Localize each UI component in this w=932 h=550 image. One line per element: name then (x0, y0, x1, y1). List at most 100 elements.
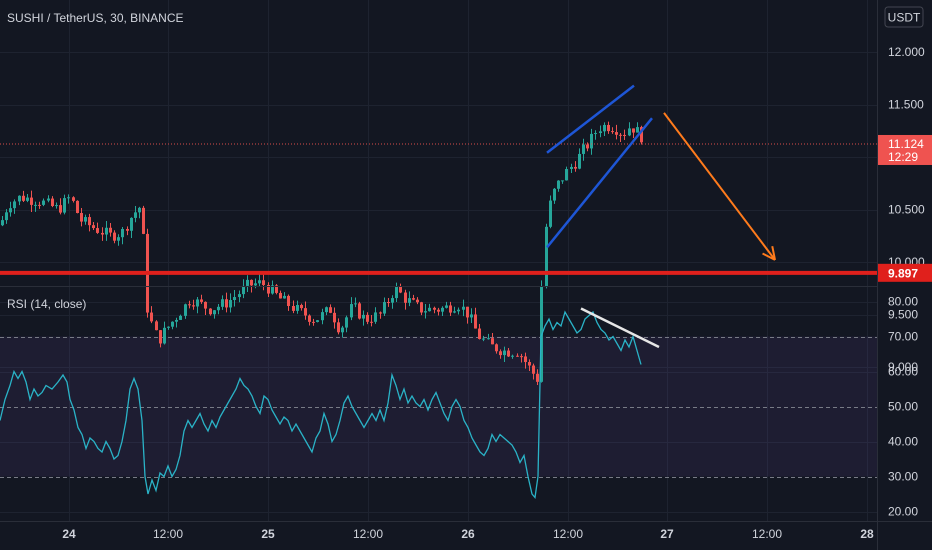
candle-body (449, 305, 452, 313)
current-price-label: 11.124 (888, 137, 924, 151)
price-tick-label: 9.500 (888, 308, 918, 322)
candle-body (96, 228, 99, 233)
symbol-title: SUSHI / TetherUS, 30, BINANCE (7, 11, 184, 25)
candle-body (420, 302, 423, 313)
candlesticks (1, 121, 643, 385)
candle-body (267, 284, 270, 294)
candle-body (433, 307, 436, 310)
candle-body (229, 300, 232, 308)
candle-body (312, 321, 315, 323)
candle-body (92, 225, 95, 229)
candle-body (271, 285, 274, 294)
price-tick-label: 12.000 (888, 45, 925, 59)
candle-body (200, 299, 203, 302)
candle-body (487, 338, 490, 340)
candle-body (503, 350, 506, 356)
rsi-tick-label: 50.00 (888, 400, 918, 414)
countdown-label: 12:29 (888, 150, 918, 164)
candle-body (225, 299, 228, 308)
candle-body (586, 144, 589, 149)
candle-body (623, 134, 626, 136)
candle-body (321, 312, 324, 321)
candle-body (362, 314, 365, 319)
candle-body (204, 301, 207, 309)
candle-body (520, 356, 523, 358)
candle-body (524, 356, 527, 363)
candle-body (441, 307, 444, 312)
candle-body (374, 312, 377, 322)
time-tick-label: 27 (660, 527, 674, 541)
candle-body (105, 227, 108, 235)
candle-body (387, 302, 390, 304)
time-tick-label: 12:00 (153, 527, 183, 541)
candle-body (632, 128, 635, 133)
projection-arrow-head-1 (771, 245, 776, 261)
candle-body (466, 306, 469, 318)
candle-body (590, 133, 593, 149)
candle-body (383, 302, 386, 314)
candle-body (424, 311, 427, 313)
rsi-trend-line (580, 307, 660, 349)
candle-body (640, 127, 643, 143)
price-tick-label: 9.000 (888, 360, 918, 374)
candle-body (209, 308, 212, 315)
candle-body (196, 299, 199, 307)
candle-body (316, 320, 319, 322)
candle-body (130, 217, 133, 231)
candle-body (150, 312, 153, 322)
time-axis[interactable]: 24 12:00 25 12:00 26 12:00 27 12:00 28 (62, 527, 874, 541)
candle-body (453, 311, 456, 313)
candle-body (1, 220, 4, 226)
candle-body (262, 280, 265, 285)
candle-body (404, 292, 407, 303)
candle-body (159, 330, 162, 344)
candle-body (30, 197, 33, 205)
candle-body (561, 180, 564, 182)
candle-body (246, 279, 249, 286)
candle-body (329, 307, 332, 313)
candle-body (619, 134, 622, 136)
time-tick-label: 12:00 (353, 527, 383, 541)
candle-body (532, 365, 535, 374)
time-tick-label: 24 (62, 527, 76, 541)
rsi-axis[interactable]: 80.00 70.00 60.00 50.00 40.00 30.00 20.00 (888, 295, 918, 519)
candle-body (134, 212, 137, 218)
candle-body (155, 321, 158, 331)
candle-body (47, 198, 50, 201)
candle-body (337, 322, 340, 333)
candle-body (628, 128, 631, 136)
candle-body (491, 338, 494, 345)
candle-body (26, 197, 29, 201)
candle-body (233, 297, 236, 301)
currency-button[interactable]: USDT (884, 6, 924, 28)
candle-body (142, 207, 145, 234)
candle-body (350, 304, 353, 318)
candle-body (553, 188, 556, 201)
candle-body (42, 200, 45, 205)
candle-body (428, 307, 431, 312)
candle-body (167, 326, 170, 328)
rsi-levels (0, 337, 877, 478)
level-price-label: 9.897 (888, 266, 918, 280)
rsi-tick-label: 80.00 (888, 295, 918, 309)
price-axis[interactable]: 12.00011.50010.5009.5009.00010.00011.124… (878, 45, 932, 374)
rsi-line (0, 310, 642, 500)
candle-body (528, 362, 531, 366)
candle-body (163, 327, 166, 344)
candle-body (495, 344, 498, 352)
candle-body (370, 321, 373, 323)
candle-body (184, 304, 187, 316)
candle-body (482, 338, 485, 340)
candle-body (304, 308, 307, 316)
candle-body (55, 205, 58, 207)
candle-body (565, 169, 568, 181)
candle-body (570, 166, 573, 170)
candle-body (242, 285, 245, 295)
candle-body (474, 314, 477, 329)
candle-body (254, 283, 257, 286)
candle-body (557, 180, 560, 189)
candle-body (325, 307, 328, 313)
candle-body (412, 298, 415, 300)
